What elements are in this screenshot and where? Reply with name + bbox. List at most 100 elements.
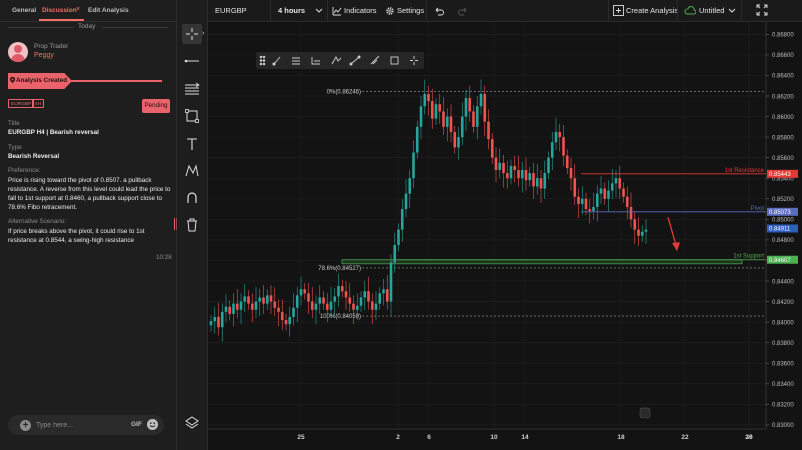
candle-body <box>277 307 280 312</box>
chevron-down-icon[interactable] <box>315 7 323 15</box>
workspace-name[interactable]: Untitled <box>699 6 725 15</box>
separator <box>327 0 328 21</box>
create-analysis-button[interactable]: Create Analysis <box>626 6 679 15</box>
candle-body <box>588 209 592 212</box>
candle-body <box>412 152 415 179</box>
date-divider: Today <box>0 21 176 33</box>
text-tool[interactable] <box>182 134 202 154</box>
candle-body <box>487 121 490 140</box>
candle-body <box>539 178 543 189</box>
symbol-selector[interactable]: EURGBP <box>215 6 247 15</box>
layers-tool[interactable] <box>182 413 202 433</box>
price-axis-bg <box>766 22 802 450</box>
fib-level-label: 0%(0.86246) <box>327 89 361 95</box>
candle-body <box>442 111 445 127</box>
chevron-right-icon[interactable]: › <box>202 30 205 37</box>
settings-button[interactable]: Settings <box>397 6 425 15</box>
alternative-label: Alternative Scenario: <box>8 218 67 225</box>
candle-body <box>633 219 637 230</box>
key-levels: 1st Resistance Pivot 1st Support <box>398 168 766 261</box>
separator <box>270 0 271 21</box>
candle-body <box>250 303 254 310</box>
candle-body <box>397 229 400 246</box>
candle-body <box>370 301 374 310</box>
undo-icon[interactable] <box>434 6 444 16</box>
layers-icon <box>185 416 199 429</box>
tab-general[interactable]: General <box>12 7 37 14</box>
candle-body <box>228 306 232 314</box>
price-axis[interactable]: 0.83000 0.83200 0.83400 0.83600 0.83800 0.840… <box>765 22 802 450</box>
candle-body <box>494 157 498 170</box>
level-price-tag <box>767 207 798 216</box>
redo-icon[interactable] <box>458 6 468 16</box>
trash-icon <box>187 218 197 232</box>
scroll-icon <box>639 407 651 419</box>
x-tick-label: 22 <box>681 434 689 441</box>
candle-body <box>614 178 618 184</box>
interval-selector[interactable]: 4 hours <box>278 6 306 15</box>
candle-body <box>513 165 517 170</box>
active-tab-indicator <box>39 19 84 21</box>
x-tick-label: 6 <box>427 434 431 441</box>
candle-body <box>449 116 453 132</box>
magnet-tool[interactable] <box>182 188 202 208</box>
plus-square-icon[interactable] <box>613 5 624 16</box>
author-name[interactable]: Peggy <box>34 52 54 59</box>
candle-body <box>273 301 277 308</box>
candle-body <box>235 303 239 310</box>
price-chart[interactable]: 0%(0.86246) 78.6%(0.84527) 100%(0.84059) 1… <box>208 22 802 450</box>
candle-body <box>404 193 408 210</box>
chart-grid <box>208 22 766 429</box>
crosshair-tool[interactable] <box>182 24 202 44</box>
candle-body <box>577 196 580 204</box>
tab-discussion[interactable]: Discussion <box>42 7 77 14</box>
add-attachment-icon[interactable]: + <box>20 420 31 431</box>
emoji-icon[interactable] <box>147 419 158 430</box>
y-tick-label: 0.85600 <box>772 156 794 162</box>
tab-close-icon[interactable]: × <box>76 6 81 13</box>
message-input[interactable] <box>36 420 116 431</box>
candle-body <box>314 303 318 310</box>
candle-body <box>303 289 307 294</box>
separator <box>677 0 678 21</box>
avatar <box>8 42 28 62</box>
pattern-tool[interactable] <box>182 161 202 181</box>
gear-icon[interactable] <box>385 6 395 16</box>
message-composer: + GIF <box>8 415 164 435</box>
preference-text: Price is rising toward the pivot of 0.85… <box>8 177 171 211</box>
delete-tool[interactable] <box>182 215 202 235</box>
candle-body <box>524 170 528 181</box>
text-icon <box>187 138 197 150</box>
chart-overlay <box>639 217 680 419</box>
level-label: 1st Support <box>733 254 764 260</box>
magnet-icon <box>187 192 197 203</box>
indicators-icon[interactable] <box>332 6 342 16</box>
candle-body <box>490 139 494 158</box>
candle-body <box>352 303 355 310</box>
tab-edit-analysis[interactable]: Edit Analysis <box>88 7 129 14</box>
y-tick-label: 0.83200 <box>772 403 794 409</box>
candle-body <box>217 316 220 328</box>
horizontal-line-tool[interactable] <box>182 51 202 71</box>
candle-body <box>295 295 299 308</box>
fib-tool[interactable] <box>182 79 202 99</box>
candle-body <box>355 305 359 310</box>
gif-button[interactable]: GIF <box>131 421 142 428</box>
indicators-button[interactable]: Indicators <box>344 6 377 15</box>
candle-body <box>262 297 265 304</box>
candle-body <box>374 303 378 310</box>
candle-body <box>502 162 505 174</box>
candle-body <box>528 173 532 181</box>
fullscreen-icon[interactable] <box>756 4 768 16</box>
candles <box>209 79 648 342</box>
divider-line <box>102 27 168 28</box>
y-tick-label: 0.83600 <box>772 362 794 368</box>
candle-body <box>427 93 430 102</box>
candle-body <box>393 245 397 263</box>
candle-body <box>378 293 382 304</box>
chevron-down-icon[interactable] <box>728 7 736 15</box>
rectangle-tool[interactable] <box>182 106 202 126</box>
cloud-icon[interactable] <box>684 6 696 15</box>
crosshair-icon <box>186 28 198 40</box>
